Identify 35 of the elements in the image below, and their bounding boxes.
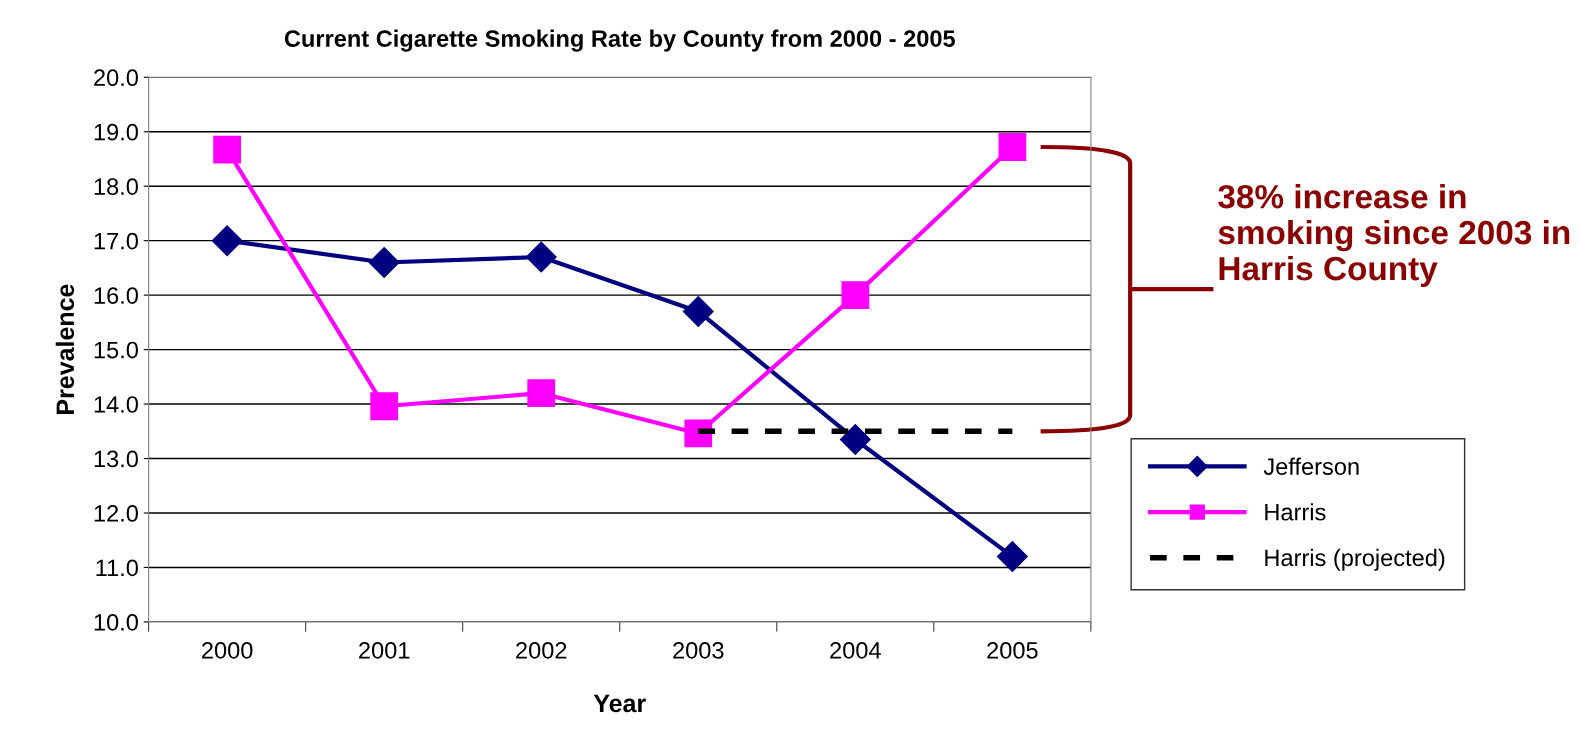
point <box>370 392 399 421</box>
y-tick-label: 15.0 <box>94 341 138 359</box>
point <box>998 133 1027 161</box>
legend-label: Harris (projected) <box>1265 548 1445 571</box>
y-tick-label: 20.0 <box>94 69 138 87</box>
text: 38% increase in smoking since 2003 in Harris County <box>1218 184 1570 288</box>
x-axis-title: Year <box>593 694 646 713</box>
y-tick-label: 17.0 <box>94 232 138 250</box>
x-tick-label: 2004 <box>830 641 881 659</box>
point <box>213 135 242 164</box>
y-tick-label: 10.0 <box>94 613 138 631</box>
x-tick-label: 2002 <box>516 641 567 659</box>
y-tick-label: 16.0 <box>94 287 138 304</box>
y-axis-title: Prevalence <box>55 284 75 414</box>
y-tick-label: 14.0 <box>94 396 138 413</box>
x-tick-label: 2000 <box>202 641 253 659</box>
chart-title: Current Cigarette Smoking Rate by County from 2000 - 2005 <box>284 29 955 52</box>
y-tick-label: 11.0 <box>96 559 138 577</box>
point <box>525 241 557 273</box>
point <box>996 541 1028 572</box>
legend-label: Harris <box>1265 503 1326 521</box>
point <box>368 247 400 278</box>
y-tick-label: 13.0 <box>94 450 138 468</box>
y-tick-label: 12.0 <box>94 505 138 522</box>
point <box>839 424 871 455</box>
x-tick-label: 2005 <box>987 641 1038 659</box>
x-tick-label: 2003 <box>673 641 724 659</box>
y-tick-label: 19.0 <box>94 123 138 141</box>
point <box>211 225 243 257</box>
point <box>527 379 556 408</box>
x-tick-label: 2001 <box>359 641 410 659</box>
legend-label: Jefferson <box>1263 457 1359 475</box>
y-tick-label: 18.0 <box>94 178 138 195</box>
point <box>841 281 870 310</box>
point <box>682 296 714 327</box>
